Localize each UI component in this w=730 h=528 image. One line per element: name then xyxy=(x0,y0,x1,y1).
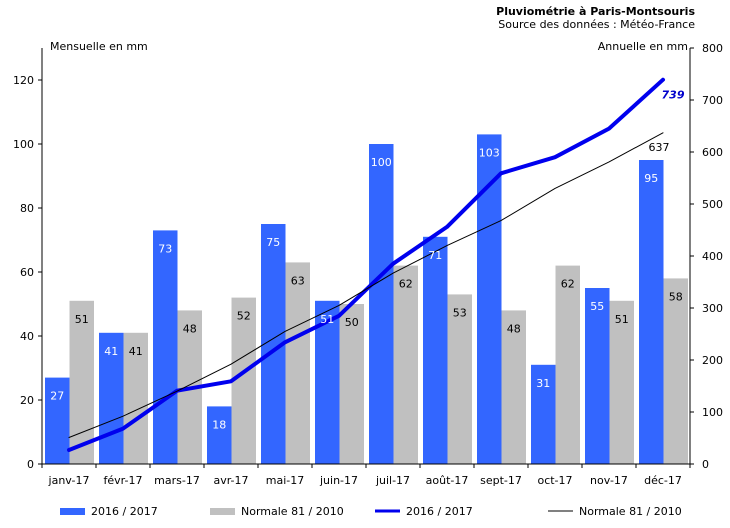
bar-current xyxy=(369,144,394,464)
bar-value-label: 62 xyxy=(399,278,413,291)
bar-current xyxy=(153,230,178,464)
bar-current xyxy=(639,160,664,464)
x-tick-label: janv-17 xyxy=(48,474,90,487)
x-tick-label: mars-17 xyxy=(154,474,200,487)
cumulative-line-normal xyxy=(68,132,664,438)
bar-value-label: 52 xyxy=(237,310,251,323)
bar-value-label: 100 xyxy=(371,156,392,169)
bar-current xyxy=(531,364,556,464)
bar-value-label: 51 xyxy=(75,313,89,326)
x-tick-label: nov-17 xyxy=(590,474,628,487)
bar-value-label: 58 xyxy=(669,290,683,303)
right-tick-label: 600 xyxy=(702,146,723,159)
bar-value-label: 51 xyxy=(615,313,629,326)
right-axis-title: Annuelle en mm xyxy=(598,40,688,53)
x-tick-label: juil-17 xyxy=(375,474,410,487)
bar-value-label: 73 xyxy=(158,242,172,255)
left-tick-label: 0 xyxy=(27,458,34,471)
x-tick-label: févr-17 xyxy=(104,474,143,487)
bar-value-label: 41 xyxy=(104,345,118,358)
bar-value-label: 53 xyxy=(453,306,467,319)
x-tick-label: déc-17 xyxy=(644,474,682,487)
bar-value-label: 95 xyxy=(644,172,658,185)
chart-subtitle: Source des données : Météo-France xyxy=(498,18,695,31)
bar-normal xyxy=(69,300,94,464)
bar-normal xyxy=(339,304,364,464)
left-tick-label: 120 xyxy=(13,74,34,87)
x-tick-label: mai-17 xyxy=(266,474,304,487)
bar-value-label: 71 xyxy=(428,249,442,262)
bar-current xyxy=(585,288,610,464)
legend-swatch xyxy=(60,508,85,515)
left-tick-label: 80 xyxy=(20,202,34,215)
right-tick-label: 100 xyxy=(702,406,723,419)
bar-value-label: 31 xyxy=(536,377,550,390)
chart-title: Pluviométrie à Paris-Montsouris xyxy=(496,5,695,18)
right-tick-label: 700 xyxy=(702,94,723,107)
x-tick-label: sept-17 xyxy=(480,474,522,487)
legend-label: Normale 81 / 2010 xyxy=(241,505,344,518)
left-axis-title: Mensuelle en mm xyxy=(50,40,148,53)
line-end-label: 637 xyxy=(649,141,670,154)
bar-value-label: 48 xyxy=(183,322,197,335)
left-tick-label: 40 xyxy=(20,330,34,343)
legend: 2016 / 2017 Normale 81 / 2010 2016 / 2017 N… xyxy=(60,505,682,518)
bar-normal xyxy=(555,265,580,464)
bar-normal xyxy=(447,294,472,464)
bar-value-label: 51 xyxy=(320,313,334,326)
x-tick-label: août-17 xyxy=(426,474,469,487)
legend-swatch xyxy=(210,508,235,515)
legend-label: 2016 / 2017 xyxy=(406,505,473,518)
axes-group: 0 20 40 60 80 100 120 0 100 200 300 400 500 600 700 800… xyxy=(13,42,723,487)
bar-current xyxy=(99,332,124,464)
bar-current xyxy=(423,236,448,464)
bar-current xyxy=(45,377,70,464)
right-tick-label: 400 xyxy=(702,250,723,263)
line-end-label: 739 xyxy=(662,89,685,102)
bar-normal xyxy=(231,297,256,464)
line-series-group xyxy=(67,77,665,452)
bar-current xyxy=(315,300,340,464)
data-labels-group: 27 41 73 18 75 51 100 71 103 31 55 95 51 41 48 52 63 50 62… xyxy=(50,89,685,432)
bar-value-label: 75 xyxy=(266,236,280,249)
bar-normal xyxy=(501,310,526,464)
right-tick-label: 500 xyxy=(702,198,723,211)
legend-label: Normale 81 / 2010 xyxy=(579,505,682,518)
bar-value-label: 48 xyxy=(507,322,521,335)
legend-label: 2016 / 2017 xyxy=(91,505,158,518)
bar-normal xyxy=(393,265,418,464)
bar-normal xyxy=(123,332,148,464)
bar-value-label: 103 xyxy=(479,146,500,159)
bar-current xyxy=(207,406,232,464)
right-tick-label: 300 xyxy=(702,302,723,315)
bar-current xyxy=(477,134,502,464)
bar-normal xyxy=(663,278,688,464)
bar-value-label: 63 xyxy=(291,274,305,287)
left-tick-label: 100 xyxy=(13,138,34,151)
bar-value-label: 55 xyxy=(590,300,604,313)
x-tick-label: juin-17 xyxy=(319,474,358,487)
bar-normal xyxy=(285,262,310,464)
bar-value-label: 18 xyxy=(212,418,226,431)
left-tick-label: 60 xyxy=(20,266,34,279)
right-tick-label: 200 xyxy=(702,354,723,367)
right-tick-label: 800 xyxy=(702,42,723,55)
bar-value-label: 27 xyxy=(50,390,64,403)
bar-value-label: 62 xyxy=(561,278,575,291)
bar-normal xyxy=(609,300,634,464)
right-tick-label: 0 xyxy=(702,458,709,471)
x-tick-label: oct-17 xyxy=(537,474,572,487)
x-tick-label: avr-17 xyxy=(213,474,248,487)
bar-value-label: 41 xyxy=(129,345,143,358)
bar-value-label: 50 xyxy=(345,316,359,329)
left-tick-label: 20 xyxy=(20,394,34,407)
